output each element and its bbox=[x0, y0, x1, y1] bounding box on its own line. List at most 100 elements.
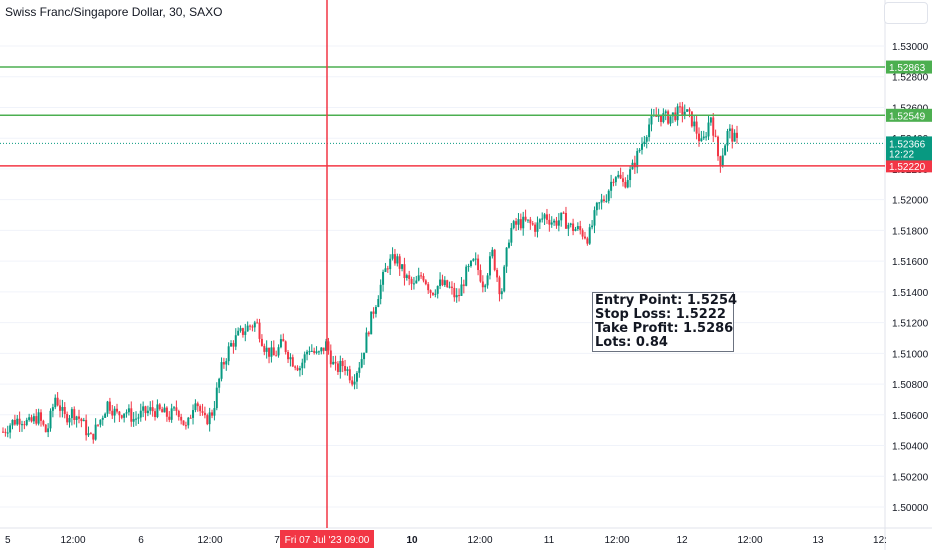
chart-settings-button[interactable] bbox=[884, 2, 928, 24]
candle-body bbox=[515, 221, 518, 225]
x-tick-label: 5 bbox=[5, 535, 11, 546]
candle-body bbox=[249, 325, 252, 327]
candle-body bbox=[427, 284, 430, 291]
candle-body bbox=[370, 311, 373, 335]
candle-body bbox=[211, 412, 214, 416]
candle-body bbox=[541, 218, 544, 220]
candle-body bbox=[251, 326, 254, 328]
candle-body bbox=[481, 281, 484, 288]
candle-body bbox=[163, 407, 166, 413]
y-tick-label: 1.51800 bbox=[892, 226, 929, 237]
candle-body bbox=[353, 381, 356, 385]
candle-body bbox=[560, 212, 563, 221]
candle-body bbox=[450, 286, 453, 288]
candle-body bbox=[101, 417, 104, 420]
candle-body bbox=[127, 408, 130, 413]
candle-body bbox=[320, 347, 323, 352]
candle-body bbox=[389, 258, 392, 270]
candle-body bbox=[289, 357, 292, 360]
candle-body bbox=[469, 260, 472, 267]
candle-body bbox=[548, 219, 551, 225]
candle-body bbox=[49, 410, 52, 429]
candle-body bbox=[239, 328, 242, 331]
candle-body bbox=[612, 181, 615, 183]
candle-body bbox=[263, 345, 266, 352]
candle-body bbox=[386, 268, 389, 270]
candle-body bbox=[702, 136, 705, 139]
candle-body bbox=[82, 419, 85, 422]
y-tick-label: 1.50200 bbox=[892, 472, 929, 483]
candle-body bbox=[16, 418, 19, 425]
candle-body bbox=[379, 284, 382, 299]
candle-body bbox=[277, 347, 280, 356]
candle-body bbox=[617, 174, 620, 178]
candle-body bbox=[363, 352, 366, 360]
candle-body bbox=[583, 236, 586, 239]
candle-body bbox=[303, 354, 306, 363]
price-axis[interactable] bbox=[885, 0, 932, 550]
candle-body bbox=[572, 223, 575, 231]
candle-body bbox=[258, 322, 261, 339]
candle-body bbox=[412, 283, 415, 285]
candle-body bbox=[355, 372, 358, 382]
crosshair-time-badge bbox=[280, 530, 374, 548]
candle-body bbox=[472, 259, 475, 261]
candle-body bbox=[636, 151, 639, 168]
candle-body bbox=[246, 325, 249, 332]
candle-body bbox=[334, 361, 337, 364]
candle-body bbox=[695, 121, 698, 134]
candle-body bbox=[28, 417, 31, 420]
candle-body bbox=[294, 366, 297, 368]
candle-body bbox=[4, 431, 7, 433]
candle-body bbox=[208, 412, 211, 425]
x-tick-label: 12:00 bbox=[60, 535, 85, 546]
candle-body bbox=[415, 280, 418, 284]
candle-body bbox=[116, 408, 119, 412]
candle-body bbox=[719, 156, 722, 167]
candle-body bbox=[405, 275, 408, 278]
candle-body bbox=[272, 347, 275, 356]
candle-body bbox=[667, 111, 670, 124]
entry-point-text: Entry Point: 1.5254 bbox=[595, 293, 738, 308]
candle-body bbox=[384, 268, 387, 272]
candle-body bbox=[215, 387, 218, 409]
candle-body bbox=[574, 229, 577, 231]
y-tick-label: 1.51200 bbox=[892, 319, 929, 330]
candle-body bbox=[106, 401, 109, 414]
candle-body bbox=[253, 322, 256, 328]
candle-body bbox=[234, 335, 237, 347]
candle-body bbox=[317, 351, 320, 353]
candle-body bbox=[420, 275, 423, 277]
candle-body bbox=[279, 339, 282, 348]
candle-body bbox=[491, 249, 494, 257]
candle-body bbox=[192, 410, 195, 418]
candle-body bbox=[453, 287, 456, 298]
candle-body bbox=[313, 350, 316, 353]
entry-label: 1.52549 bbox=[889, 111, 926, 122]
candle-body bbox=[230, 343, 233, 347]
candle-body bbox=[645, 137, 648, 142]
candle-body bbox=[477, 258, 480, 271]
candle-body bbox=[80, 418, 83, 422]
candle-body bbox=[222, 362, 225, 365]
candle-body bbox=[199, 406, 202, 412]
candle-body bbox=[681, 106, 684, 115]
candle-body bbox=[545, 214, 548, 220]
candle-body bbox=[201, 411, 204, 413]
candle-body bbox=[220, 362, 223, 379]
candle-body bbox=[284, 341, 287, 353]
candle-body bbox=[662, 113, 665, 122]
candle-body bbox=[621, 178, 624, 182]
candle-body bbox=[125, 412, 128, 414]
candle-body bbox=[486, 275, 489, 286]
candle-body bbox=[408, 275, 411, 279]
candle-body bbox=[488, 256, 491, 276]
entry-badge bbox=[886, 108, 932, 122]
candle-body bbox=[434, 293, 437, 295]
candle-body bbox=[360, 359, 363, 368]
countdown-label: 12:22 bbox=[889, 149, 914, 160]
candle-body bbox=[382, 271, 385, 285]
candle-body bbox=[498, 277, 501, 295]
candle-body bbox=[669, 116, 672, 124]
